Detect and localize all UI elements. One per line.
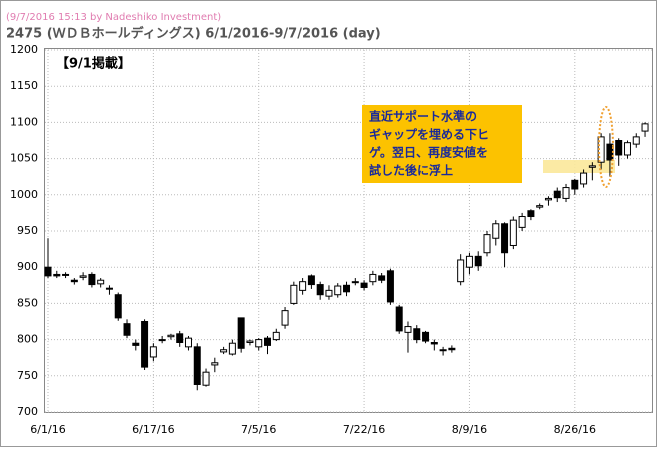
candle-body (325, 289, 333, 297)
y-tick-label: 700 (17, 405, 38, 418)
candle-body (527, 210, 535, 218)
candle-body (184, 337, 192, 348)
y-tick-label: 1150 (10, 79, 38, 92)
candle-body (509, 219, 517, 246)
candle-body (395, 306, 403, 332)
candle-body (457, 259, 465, 283)
candle-body (299, 281, 307, 291)
x-tick-label: 7/5/16 (241, 423, 276, 436)
candle-body (536, 205, 544, 208)
candle-body (316, 284, 324, 296)
candle-body (501, 223, 509, 254)
chart-subtitle: (9/7/2016 15:13 by Nadeshiko Investment) (6, 12, 221, 23)
annotation-line: ゲ。翌日、再度安値を (369, 145, 488, 160)
y-tick-label: 1000 (10, 188, 38, 201)
candle-body (360, 282, 368, 288)
candle-body (53, 273, 61, 277)
y-tick-label: 900 (17, 260, 38, 273)
annotation-line: 直近サポート水準の (369, 109, 477, 124)
candle-body (404, 326, 412, 333)
candle-body (343, 284, 351, 293)
tag-label: 【9/1掲載】 (56, 56, 131, 72)
y-tick-label: 800 (17, 333, 38, 346)
candle-body (290, 284, 298, 304)
candle-body (281, 310, 289, 326)
x-tick-label: 6/1/16 (30, 423, 65, 436)
candle-body (369, 273, 377, 283)
candle-body (105, 287, 113, 290)
candle-body (641, 123, 649, 132)
candle-body (334, 285, 342, 296)
candle-body (580, 172, 588, 185)
candle-body (264, 337, 271, 346)
candle-body (307, 275, 315, 286)
highlight-ellipse (598, 106, 614, 188)
candle-body (132, 342, 140, 346)
candle-body (255, 339, 263, 348)
x-tick-label: 8/9/16 (452, 423, 487, 436)
candle-body (44, 266, 52, 277)
candle-body (167, 334, 175, 338)
candle-body (246, 340, 254, 343)
candle-body (70, 279, 78, 283)
candle-body (97, 279, 105, 285)
y-tick-label: 1050 (10, 152, 38, 165)
y-tick-label: 750 (17, 369, 38, 382)
candle-body (228, 342, 236, 355)
candle-body (615, 140, 623, 156)
annotation-line: ギャップを埋める下ヒ (369, 127, 489, 142)
y-tick-label: 950 (17, 224, 38, 237)
candle-body (272, 331, 280, 341)
annotation-box (362, 105, 522, 183)
candle-body (413, 328, 421, 341)
candles (44, 122, 649, 391)
candle-body (176, 333, 184, 343)
candle-body (193, 346, 201, 385)
candle-body (439, 349, 447, 352)
candle-body (562, 187, 570, 199)
candle-body (378, 275, 386, 281)
candle-body (79, 275, 87, 278)
candle-body (237, 317, 245, 349)
y-tick-label: 1100 (10, 115, 38, 128)
candle-body (158, 339, 166, 342)
candle-body (518, 216, 526, 228)
candle-body (149, 346, 157, 358)
candle-body (88, 273, 96, 286)
candle-body (422, 331, 430, 342)
gap-highlight (543, 160, 615, 173)
candle-body (492, 223, 500, 239)
candle-body (114, 294, 122, 319)
candle-body (220, 349, 228, 353)
candle-body (483, 234, 491, 254)
chart-title: 2475 (ＷＤＢホールディングス) 6/1/2016-9/7/2016 (da… (6, 26, 381, 42)
candle-body (571, 179, 579, 190)
candle-body (448, 347, 456, 351)
y-tick-label: 1200 (10, 43, 38, 56)
x-tick-label: 6/17/16 (132, 423, 174, 436)
candle-body (623, 142, 631, 156)
candle-body (553, 190, 561, 199)
annotation-line: 試した後に浮上 (369, 163, 453, 178)
candle-body (544, 197, 552, 201)
x-tick-label: 7/22/16 (343, 423, 385, 436)
candle-body (62, 273, 70, 276)
x-tick-label: 8/26/16 (554, 423, 596, 436)
candle-body (474, 255, 482, 267)
candle-body (351, 281, 359, 284)
candle-body (465, 255, 473, 268)
candle-body (386, 270, 394, 303)
y-tick-label: 850 (17, 296, 38, 309)
candle-body (123, 323, 131, 336)
candle-body (211, 362, 219, 366)
grid (45, 49, 652, 413)
candle-body (588, 165, 596, 168)
candle-body (141, 321, 149, 368)
candle-body (632, 136, 640, 145)
candle-body (430, 341, 438, 345)
candle-body (202, 371, 210, 386)
